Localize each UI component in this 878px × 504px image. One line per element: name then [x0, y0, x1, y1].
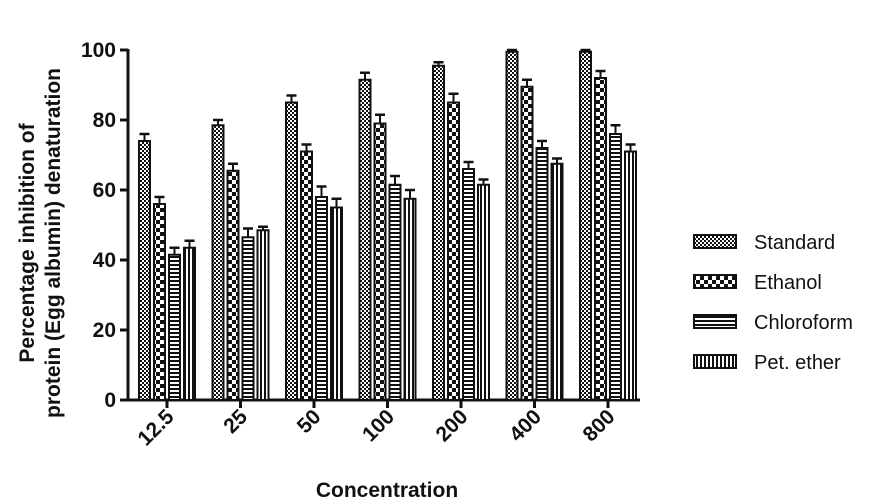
bar — [432, 64, 445, 401]
legend-swatch — [693, 354, 737, 369]
y-tick-label: 60 — [93, 179, 116, 202]
bar — [447, 101, 460, 401]
bar — [477, 183, 490, 401]
bar — [388, 183, 402, 401]
x-axis-title: Concentration — [316, 479, 458, 502]
bar — [535, 147, 549, 401]
x-tick-label: 12.5 — [133, 405, 178, 450]
bar — [403, 197, 417, 401]
bar — [153, 203, 166, 401]
y-tick-label: 0 — [104, 389, 116, 412]
bar — [579, 50, 592, 401]
bar — [330, 206, 343, 401]
legend-swatch — [693, 314, 737, 329]
y-tick-label: 100 — [81, 39, 116, 62]
bar — [315, 196, 328, 401]
bar — [256, 229, 270, 401]
bar — [609, 133, 622, 401]
bar — [300, 150, 313, 401]
y-axis: 0 20 40 60 80 100 — [81, 39, 130, 412]
y-axis-title-line: Percentage inhibition of — [16, 122, 39, 362]
x-tick-label: 400 — [505, 405, 546, 446]
legend-swatch — [693, 274, 737, 289]
bar — [168, 253, 181, 401]
bar — [520, 85, 534, 401]
bar — [183, 246, 196, 401]
legend-label: Pet. ether — [754, 352, 841, 374]
y-tick-label: 40 — [93, 249, 116, 272]
legend-swatch — [693, 234, 737, 249]
bar — [373, 122, 387, 401]
x-tick-label: 100 — [358, 405, 399, 446]
x-tick-label: 50 — [293, 405, 326, 438]
bar — [505, 50, 519, 401]
bar-series — [138, 48, 637, 401]
bar — [462, 168, 475, 401]
y-tick-label: 80 — [93, 109, 116, 132]
y-axis-title: Percentage inhibition of protein (Egg alb… — [16, 68, 65, 418]
bar — [285, 101, 298, 401]
legend: Standard Ethanol Chloroform Pet. ether — [693, 232, 853, 374]
legend-label: Chloroform — [754, 312, 853, 334]
bar — [594, 77, 607, 401]
y-axis-title-line: protein (Egg albumin) denaturation — [42, 68, 65, 418]
x-tick-label: 800 — [578, 405, 619, 446]
bar — [226, 169, 240, 401]
bar — [358, 78, 372, 401]
bar — [241, 236, 255, 401]
x-tick-label: 25 — [219, 405, 252, 438]
x-axis: 12.5 25 50 100 200 400 800 — [127, 398, 640, 450]
y-tick-label: 20 — [93, 319, 116, 342]
bar — [211, 124, 225, 401]
bar — [138, 140, 151, 401]
x-tick-label: 200 — [431, 405, 472, 446]
bar — [624, 150, 637, 401]
legend-label: Ethanol — [754, 272, 822, 294]
bar — [550, 162, 564, 401]
legend-label: Standard — [754, 232, 835, 254]
